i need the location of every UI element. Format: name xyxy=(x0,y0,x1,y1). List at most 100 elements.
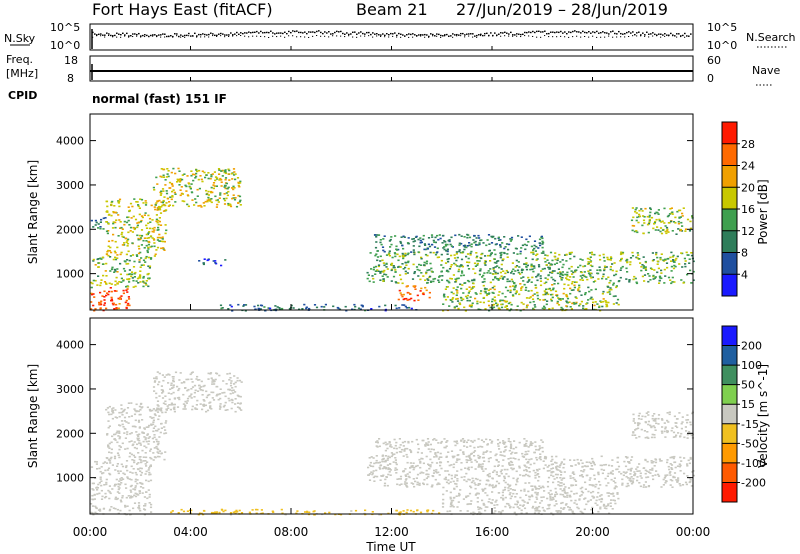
data-cell xyxy=(110,214,113,217)
data-cell xyxy=(562,495,566,498)
data-cell xyxy=(134,486,137,489)
data-cell xyxy=(144,200,147,202)
data-cell xyxy=(416,268,419,271)
data-cell xyxy=(488,498,491,500)
data-cell xyxy=(155,392,158,395)
data-cell xyxy=(400,294,403,296)
data-cell xyxy=(141,482,144,485)
data-cell xyxy=(407,267,410,270)
data-cell xyxy=(666,230,669,232)
data-cell xyxy=(230,382,233,384)
data-cell xyxy=(402,268,405,270)
data-cell xyxy=(570,499,573,502)
data-cell xyxy=(664,426,667,428)
data-cell xyxy=(647,437,650,439)
data-cell xyxy=(581,491,585,494)
data-cell xyxy=(417,275,420,277)
data-cell xyxy=(496,260,499,263)
data-cell xyxy=(423,478,426,481)
data-cell xyxy=(145,284,148,286)
data-cell xyxy=(446,248,449,251)
data-cell xyxy=(572,471,575,473)
data-cell xyxy=(680,422,683,425)
data-cell xyxy=(402,298,405,301)
data-cell xyxy=(536,294,539,297)
noise-sky-point xyxy=(106,32,108,34)
data-cell xyxy=(160,407,163,409)
data-cell xyxy=(649,208,652,211)
data-cell xyxy=(668,213,672,215)
data-cell xyxy=(129,513,132,516)
data-cell xyxy=(649,211,652,214)
data-cell xyxy=(466,233,469,236)
data-cell xyxy=(515,290,518,292)
data-cell xyxy=(104,492,107,495)
data-cell xyxy=(474,297,477,300)
data-cell xyxy=(579,510,582,513)
data-cell xyxy=(660,460,663,462)
y-tick-label: 4000 xyxy=(56,135,84,148)
data-cell xyxy=(619,260,622,262)
data-cell xyxy=(628,281,631,283)
data-cell xyxy=(512,273,515,275)
data-cell xyxy=(550,298,553,301)
data-cell xyxy=(542,299,545,301)
data-cell xyxy=(511,270,514,273)
data-cell xyxy=(475,237,478,239)
data-cell xyxy=(468,456,471,458)
data-cell xyxy=(672,221,676,223)
data-cell xyxy=(166,197,170,200)
data-cell xyxy=(155,409,159,411)
data-cell xyxy=(626,271,629,273)
data-cell xyxy=(94,477,97,479)
data-cell xyxy=(454,474,457,476)
data-cell xyxy=(542,293,545,296)
data-cell xyxy=(206,200,209,203)
data-cell xyxy=(219,406,222,409)
noise-sky-point xyxy=(484,32,486,35)
data-cell xyxy=(546,300,549,302)
data-cell xyxy=(121,414,124,416)
data-cell xyxy=(642,232,645,235)
data-cell xyxy=(196,379,200,381)
data-cell xyxy=(593,304,596,307)
data-cell xyxy=(112,507,115,509)
data-cell xyxy=(642,467,645,469)
data-cell xyxy=(629,470,632,472)
data-cell xyxy=(620,258,623,261)
data-cell xyxy=(149,464,152,466)
data-cell xyxy=(656,211,659,214)
data-cell xyxy=(434,241,437,244)
noise-sky-point xyxy=(518,33,520,35)
data-cell xyxy=(525,262,528,264)
data-cell xyxy=(127,296,130,298)
data-cell xyxy=(453,254,456,256)
data-cell xyxy=(518,465,521,468)
data-cell xyxy=(123,416,127,419)
data-cell xyxy=(470,481,473,484)
data-cell xyxy=(405,297,408,300)
data-cell xyxy=(422,234,425,237)
data-cell xyxy=(543,510,546,512)
data-cell xyxy=(543,490,546,492)
data-cell xyxy=(509,464,512,466)
noise-sky-point xyxy=(410,33,412,36)
data-cell xyxy=(419,278,422,281)
data-cell xyxy=(569,257,572,260)
data-cell xyxy=(563,283,566,286)
data-cell xyxy=(219,405,222,407)
noise-search-point xyxy=(532,35,534,37)
data-cell xyxy=(405,482,408,484)
data-cell xyxy=(489,306,492,309)
data-cell xyxy=(238,200,241,203)
data-cell xyxy=(432,251,435,254)
data-cell xyxy=(130,478,133,481)
data-cell xyxy=(189,395,192,397)
data-cell xyxy=(267,307,270,309)
data-cell xyxy=(451,301,454,303)
data-cell xyxy=(130,275,133,278)
data-cell xyxy=(456,442,459,445)
data-cell xyxy=(119,227,122,229)
data-cell xyxy=(129,230,132,232)
data-cell xyxy=(555,510,558,512)
